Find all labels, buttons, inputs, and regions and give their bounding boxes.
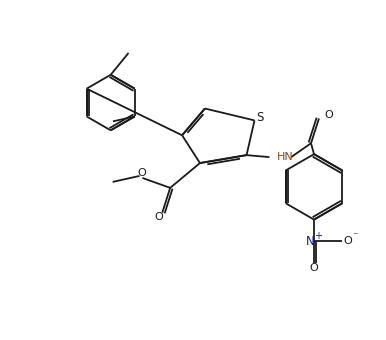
Text: O: O xyxy=(310,263,318,273)
Text: N: N xyxy=(306,235,315,248)
Text: O: O xyxy=(137,168,146,178)
Text: ⁻: ⁻ xyxy=(353,232,358,241)
Text: O: O xyxy=(324,110,333,120)
Text: HN: HN xyxy=(277,152,294,162)
Text: O: O xyxy=(154,211,163,222)
Text: +: + xyxy=(314,232,322,241)
Text: O: O xyxy=(344,236,352,246)
Text: S: S xyxy=(256,111,263,124)
